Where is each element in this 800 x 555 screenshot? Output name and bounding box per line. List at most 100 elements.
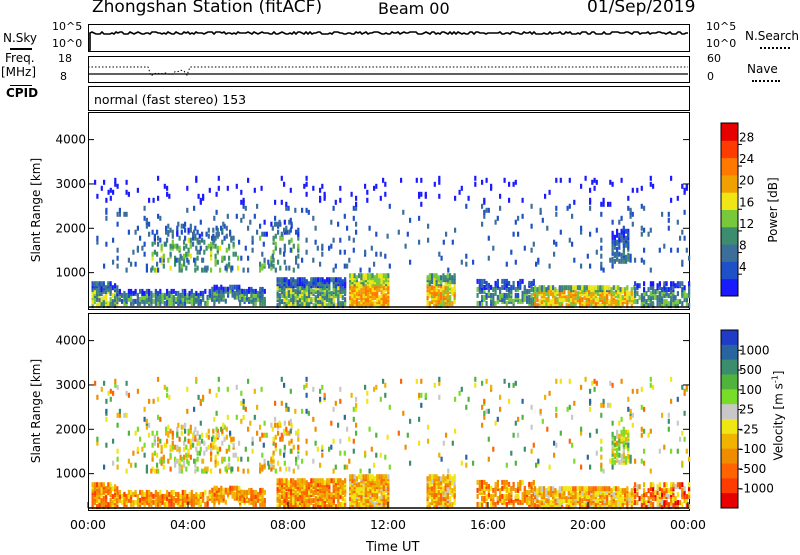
velocity-cell: [256, 431, 258, 436]
velocity-cell: [517, 433, 519, 438]
power-cell: [154, 268, 156, 273]
power-cell: [624, 287, 626, 292]
velocity-cell: [398, 431, 400, 436]
power-cell: [103, 180, 105, 185]
velocity-cell: [203, 451, 205, 456]
velocity-cell: [443, 441, 445, 446]
power-colorbar-label: Power [dB]: [766, 170, 780, 250]
power-cell: [441, 256, 443, 261]
velocity-cell: [117, 423, 119, 428]
power-cell: [101, 297, 103, 302]
velocity-cell: [666, 488, 668, 493]
power-cell: [228, 262, 230, 267]
velocity-cell: [279, 449, 281, 454]
velocity-cell: [486, 494, 488, 499]
velocity-cell: [380, 453, 382, 458]
velocity-cell: [108, 391, 110, 396]
power-cell: [313, 289, 315, 294]
power-cell: [197, 256, 199, 261]
power-cell: [351, 273, 353, 278]
velocity-cell: [600, 455, 602, 460]
power-cell: [175, 258, 177, 263]
velocity-cell: [584, 486, 586, 491]
velocity-cell: [216, 393, 218, 398]
velocity-cell: [519, 480, 521, 485]
velocity-cell: [600, 463, 602, 468]
power-cell: [526, 289, 528, 294]
power-cell: [153, 299, 155, 304]
power-cell: [608, 285, 610, 290]
velocity-cell: [552, 486, 554, 491]
velocity-cell: [208, 429, 210, 434]
power-cell: [180, 293, 182, 298]
power-cell: [639, 295, 641, 300]
velocity-cell: [306, 393, 308, 398]
velocity-cell: [299, 478, 301, 483]
power-cell: [306, 182, 308, 187]
power-cell: [299, 277, 301, 282]
power-cell: [94, 180, 96, 185]
power-cell: [465, 204, 467, 209]
power-cell: [545, 287, 547, 292]
power-cell: [324, 279, 326, 284]
power-cell: [279, 266, 281, 271]
power-cell: [146, 289, 148, 294]
velocity-cell: [636, 492, 638, 497]
power-cell: [200, 246, 202, 251]
velocity-cell: [533, 480, 535, 485]
velocity-cell: [144, 443, 146, 448]
velocity-cell: [420, 403, 422, 408]
velocity-cell: [499, 395, 501, 400]
velocity-cell: [440, 476, 442, 481]
velocity-cell: [442, 474, 444, 479]
power-cell: [315, 277, 317, 282]
power-cell: [609, 180, 611, 185]
velocity-cell: [531, 494, 533, 499]
power-cell: [248, 297, 250, 302]
nsearch-tick-bottom: 10^0: [706, 37, 736, 50]
velocity-cell: [454, 474, 456, 479]
velocity-cell: [663, 500, 665, 505]
power-cell: [501, 285, 503, 290]
velocity-cell: [535, 463, 537, 468]
power-cell: [303, 184, 305, 189]
power-cell: [254, 214, 256, 219]
velocity-cell: [254, 389, 256, 394]
velocity-cell: [579, 486, 581, 491]
power-cell: [681, 230, 683, 235]
power-cell: [604, 285, 606, 290]
power-cell: [420, 202, 422, 207]
power-cell: [117, 289, 119, 294]
velocity-cell: [606, 486, 608, 491]
velocity-cell: [367, 474, 369, 479]
power-cell: [261, 252, 263, 257]
velocity-cell: [353, 449, 355, 454]
velocity-cell: [344, 451, 346, 456]
power-cell: [573, 258, 575, 263]
power-cell: [380, 196, 382, 201]
freq-label-1: Freq.: [5, 51, 35, 65]
velocity-cell: [569, 405, 571, 410]
power-cell: [622, 287, 624, 292]
power-cell: [240, 190, 242, 195]
velocity-cell: [612, 449, 614, 454]
velocity-cell: [165, 427, 167, 432]
power-cell: [213, 238, 215, 243]
power-cell: [290, 188, 292, 193]
power-cell: [418, 192, 420, 197]
power-cell: [654, 289, 656, 294]
velocity-cell: [126, 494, 128, 499]
power-cell: [483, 285, 485, 290]
power-cell: [585, 176, 587, 181]
power-cell: [259, 262, 261, 267]
power-cell: [220, 285, 222, 290]
velocity-cell: [570, 486, 572, 491]
power-cell: [281, 299, 283, 304]
power-cell: [454, 196, 456, 201]
power-cell: [486, 293, 488, 298]
power-cell: [517, 293, 519, 298]
velocity-cell: [150, 492, 152, 497]
velocity-cell: [612, 465, 614, 470]
velocity-cell: [342, 502, 344, 507]
power-cell: [117, 297, 119, 302]
